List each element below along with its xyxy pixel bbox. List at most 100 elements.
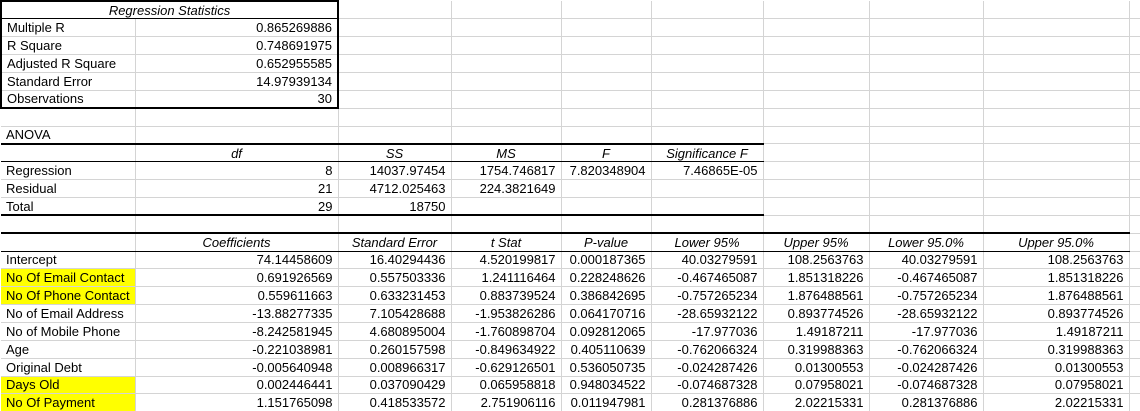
empty-cell[interactable]	[451, 1, 562, 20]
coef-cell[interactable]: 7.105428688	[338, 304, 452, 323]
empty-cell[interactable]	[135, 215, 339, 234]
empty-cell[interactable]	[338, 108, 452, 127]
anova-header-ms[interactable]: MS	[451, 142, 562, 163]
empty-cell[interactable]	[561, 1, 652, 20]
coef-header-coefficients[interactable]: Coefficients	[135, 232, 339, 252]
coef-cell[interactable]: -0.757265234	[651, 286, 764, 306]
coef-cell[interactable]: 1.49187211	[983, 322, 1130, 341]
coef-cell[interactable]: -0.074687328	[651, 376, 764, 395]
empty-cell[interactable]	[869, 215, 984, 234]
coef-cell[interactable]: 0.064170716	[561, 304, 652, 323]
empty-cell[interactable]	[1, 108, 136, 127]
empty-cell[interactable]	[869, 161, 984, 181]
empty-cell[interactable]	[451, 54, 562, 73]
coef-row-label[interactable]: Intercept	[1, 251, 136, 270]
coef-cell[interactable]: -0.757265234	[869, 286, 984, 306]
empty-cell[interactable]	[338, 54, 452, 73]
empty-cell[interactable]	[451, 72, 562, 91]
coef-cell[interactable]: 0.948034522	[561, 376, 652, 395]
coef-cell[interactable]: -0.074687328	[869, 376, 984, 395]
empty-cell[interactable]	[561, 54, 652, 73]
empty-cell[interactable]	[869, 1, 984, 20]
empty-cell[interactable]	[561, 36, 652, 56]
coef-cell[interactable]: 0.893774526	[983, 304, 1130, 323]
coef-cell[interactable]: 0.633231453	[338, 286, 452, 306]
stat-adjusted-r-square-label[interactable]: Adjusted R Square	[0, 54, 136, 73]
coef-cell[interactable]: -0.024287426	[651, 358, 764, 377]
empty-cell[interactable]	[1129, 18, 1140, 38]
coef-cell[interactable]: 0.559611663	[135, 286, 339, 306]
empty-cell[interactable]	[135, 108, 339, 127]
empty-cell[interactable]	[561, 215, 652, 234]
empty-cell[interactable]	[651, 18, 764, 38]
anova-cell[interactable]: 224.3821649	[451, 179, 562, 198]
empty-cell[interactable]	[1129, 376, 1140, 395]
empty-cell[interactable]	[983, 90, 1130, 109]
coef-cell[interactable]: 1.241116464	[451, 268, 562, 288]
coef-header-upper-95[interactable]: Upper 95%	[763, 232, 870, 252]
empty-cell[interactable]	[451, 197, 562, 217]
empty-cell[interactable]	[869, 126, 984, 145]
empty-cell[interactable]	[983, 215, 1130, 234]
coef-row-label[interactable]: Original Debt	[1, 358, 136, 377]
anova-row-label[interactable]: Regression	[1, 161, 136, 181]
coef-cell[interactable]: 4.520199817	[451, 251, 562, 270]
stat-r-square-label[interactable]: R Square	[0, 36, 136, 56]
coef-cell[interactable]: 0.092812065	[561, 322, 652, 341]
empty-cell[interactable]	[651, 1, 764, 20]
empty-cell[interactable]	[869, 108, 984, 127]
empty-cell[interactable]	[869, 179, 984, 198]
empty-cell[interactable]	[651, 108, 764, 127]
coef-header-upper-95-0[interactable]: Upper 95.0%	[983, 232, 1130, 252]
anova-cell[interactable]: 21	[135, 179, 339, 198]
stat-standard-error-value[interactable]: 14.97939134	[135, 72, 340, 91]
empty-cell[interactable]	[983, 161, 1130, 181]
empty-cell[interactable]	[1129, 54, 1140, 73]
anova-cell[interactable]: 7.820348904	[561, 161, 652, 181]
empty-cell[interactable]	[983, 1, 1130, 20]
empty-cell[interactable]	[561, 90, 652, 109]
empty-cell[interactable]	[1, 215, 136, 234]
coef-cell[interactable]: -8.242581945	[135, 322, 339, 341]
empty-cell[interactable]	[983, 108, 1130, 127]
anova-row-label[interactable]: Residual	[1, 179, 136, 198]
stat-multiple-r-label[interactable]: Multiple R	[0, 18, 136, 38]
empty-cell[interactable]	[561, 72, 652, 91]
empty-cell[interactable]	[1129, 197, 1140, 216]
empty-cell[interactable]	[1129, 108, 1140, 127]
empty-cell[interactable]	[1129, 251, 1140, 270]
coef-cell[interactable]: 0.557503336	[338, 268, 452, 288]
empty-cell[interactable]	[1129, 233, 1140, 252]
empty-cell[interactable]	[651, 90, 764, 109]
empty-cell[interactable]	[763, 18, 870, 38]
anova-cell[interactable]: 8	[135, 161, 339, 181]
empty-cell[interactable]	[763, 161, 870, 181]
empty-cell[interactable]	[651, 197, 764, 217]
empty-cell[interactable]	[763, 72, 870, 91]
empty-cell[interactable]	[451, 18, 562, 38]
coef-cell[interactable]: 0.01300553	[763, 358, 870, 377]
anova-cell[interactable]: 14037.97454	[338, 161, 452, 181]
empty-cell[interactable]	[763, 54, 870, 73]
coef-row-label-highlighted[interactable]: No Of Phone Contact	[1, 286, 136, 306]
coef-header-p-value[interactable]: P-value	[561, 232, 652, 252]
coef-row-label-highlighted[interactable]: No Of Payment	[1, 393, 136, 411]
empty-cell[interactable]	[869, 36, 984, 56]
coef-row-label-highlighted[interactable]: Days Old	[1, 376, 136, 395]
stat-observations-label[interactable]: Observations	[0, 90, 136, 110]
coef-cell[interactable]: -0.005640948	[135, 358, 339, 377]
anova-cell[interactable]: 29	[135, 197, 339, 217]
empty-cell[interactable]	[763, 108, 870, 127]
coef-cell[interactable]: 0.07958021	[763, 376, 870, 395]
coef-cell[interactable]: 0.01300553	[983, 358, 1130, 377]
empty-cell[interactable]	[763, 1, 870, 20]
coef-cell[interactable]: 1.876488561	[763, 286, 870, 306]
empty-cell[interactable]	[869, 197, 984, 216]
coef-cell[interactable]: 0.011947981	[561, 393, 652, 411]
empty-cell[interactable]	[451, 126, 562, 145]
coef-cell[interactable]: 0.07958021	[983, 376, 1130, 395]
coef-cell[interactable]: -0.467465087	[869, 268, 984, 288]
empty-cell[interactable]	[1129, 322, 1140, 341]
coef-cell[interactable]: -0.467465087	[651, 268, 764, 288]
empty-cell[interactable]	[983, 197, 1130, 216]
